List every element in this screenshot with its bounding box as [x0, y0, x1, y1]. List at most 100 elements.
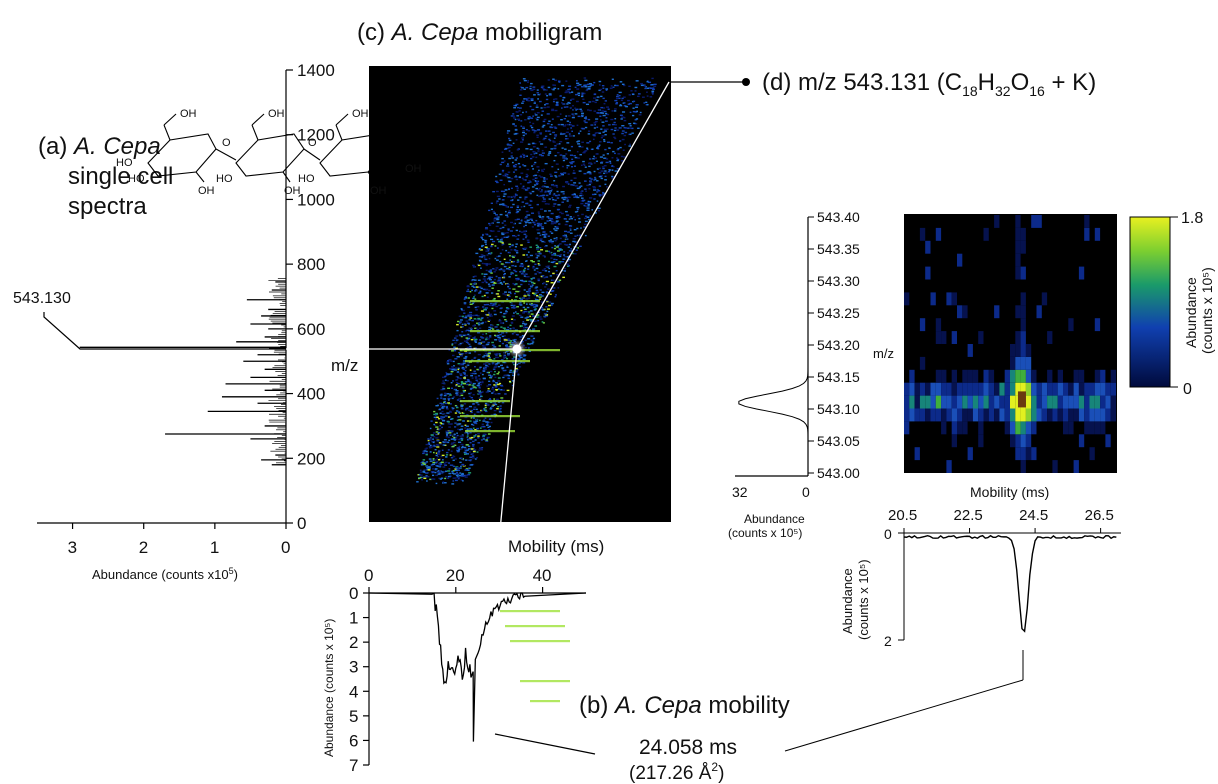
panel-c-heatmap-point — [583, 150, 586, 153]
panel-d-heatmap-cell — [1057, 369, 1063, 383]
panel-c-heatmap-point — [447, 462, 451, 464]
panel-c-heatmap-point — [587, 86, 591, 88]
panel-c-heatmap-point — [547, 190, 550, 193]
panel-c-heatmap-point — [508, 287, 511, 290]
panel-d-heatmap-cell — [1052, 460, 1058, 473]
panel-c-heatmap-point — [480, 319, 483, 321]
panel-c-heatmap-point — [514, 104, 517, 107]
panel-c-heatmap-point — [569, 232, 573, 234]
panel-c-heatmap-point — [553, 252, 557, 255]
panel-c-heatmap-point — [519, 338, 522, 341]
panel-c-heatmap-point — [515, 333, 519, 336]
panel-c-heatmap-point — [468, 323, 470, 325]
panel-c-heatmap-point — [527, 118, 530, 120]
panel-c-heatmap-point — [478, 248, 482, 251]
panel-c-heatmap-point — [482, 356, 485, 358]
panel-c-heatmap-point — [541, 240, 545, 243]
panel-c-heatmap-point — [561, 212, 564, 215]
panel-c-heatmap-point — [511, 358, 515, 360]
panel-c-heatmap-point — [441, 405, 445, 408]
svg-text:HO: HO — [128, 173, 145, 185]
panel-c-heatmap-point — [525, 216, 528, 218]
panel-c-heatmap-point — [617, 153, 621, 155]
panel-c-heatmap-point — [537, 148, 540, 150]
panel-c-heatmap-point — [484, 410, 488, 413]
panel-c-heatmap-point — [465, 452, 468, 454]
panel-c-heatmap-point — [571, 194, 575, 196]
panel-c-heatmap-point — [544, 182, 547, 185]
panel-c-heatmap-point — [522, 153, 525, 156]
panel-c-heatmap-point — [505, 339, 508, 341]
panel-c-heatmap-point — [491, 347, 494, 349]
panel-c-heatmap-point — [580, 115, 583, 118]
panel-c-heatmap-point — [482, 306, 485, 308]
panel-c-heatmap-point — [498, 409, 502, 411]
panel-c-heatmap-point — [542, 138, 546, 141]
panel-c-heatmap-point — [543, 315, 547, 318]
panel-d-heatmap-cell — [994, 382, 1000, 396]
panel-d-heatmap-cell — [930, 382, 936, 396]
panel-c-heatmap-point — [551, 261, 554, 264]
panel-c-heatmap-point — [646, 103, 649, 106]
panel-c-heatmap-point — [569, 154, 574, 156]
panel-c-heatmap-point — [446, 380, 449, 382]
panel-c-heatmap-point — [597, 209, 600, 212]
panel-c-heatmap-point — [563, 235, 566, 238]
panel-c-heatmap-point — [569, 204, 572, 207]
panel-c-heatmap-point — [555, 273, 559, 276]
panel-c-heatmap-point — [552, 273, 555, 275]
panel-c-heatmap-point — [629, 133, 632, 136]
panel-c-heatmap-point — [422, 470, 425, 473]
panel-c-heatmap-point — [541, 152, 545, 154]
panel-c-heatmap-point — [490, 281, 494, 283]
panel-c-heatmap-point — [554, 98, 558, 100]
panel-c-heatmap-point — [424, 476, 428, 478]
panel-c-heatmap-point — [486, 316, 489, 319]
panel-c-heatmap-point — [449, 434, 452, 436]
panel-c-heatmap-point — [544, 222, 547, 224]
panel-c-heatmap-point — [522, 362, 526, 364]
panel-c-heatmap-point — [443, 383, 446, 385]
panel-c-heatmap-point — [468, 409, 471, 412]
panel-c-heatmap-point — [476, 451, 479, 453]
panel-c-heatmap-point — [472, 443, 475, 446]
panel-c-heatmap-point — [535, 180, 538, 183]
panel-c-heatmap-point — [567, 149, 571, 152]
panel-c-heatmap-point — [526, 174, 529, 177]
panel-d-heatmap-cell — [1041, 395, 1048, 409]
panel-c-heatmap-point — [452, 339, 455, 342]
panel-c-heatmap-point — [508, 266, 511, 269]
panel-c-heatmap-point — [534, 320, 537, 322]
panel-c-heatmap-point — [488, 257, 491, 260]
panel-d-mz-tick-label: 543.40 — [817, 209, 860, 225]
panel-c-heatmap-point — [555, 104, 559, 107]
panel-c-heatmap-point — [506, 389, 510, 392]
panel-c-heatmap-point — [459, 319, 463, 321]
panel-c-heatmap-point — [578, 221, 582, 223]
panel-c-heatmap-point — [603, 128, 607, 131]
panel-c-heatmap-point — [474, 377, 478, 379]
panel-c-heatmap-point — [442, 416, 446, 419]
panel-c-heatmap-point — [519, 304, 523, 306]
panel-c-heatmap-point — [514, 338, 517, 341]
panel-c-heatmap-point — [452, 465, 456, 468]
panel-c-heatmap-point — [579, 234, 582, 237]
panel-c-heatmap-point — [450, 360, 453, 362]
panel-c-heatmap-point — [612, 175, 616, 178]
panel-d-heatmap-cell — [1089, 421, 1095, 435]
panel-c-heatmap-point — [494, 245, 497, 247]
panel-c-heatmap-point — [525, 235, 528, 237]
panel-c-heatmap-point — [463, 377, 466, 379]
panel-c-heatmap-point — [430, 434, 434, 436]
panel-c-heatmap-point — [515, 209, 519, 211]
panel-c-heatmap-point — [541, 233, 545, 236]
panel-d-heatmap-cell — [946, 460, 952, 473]
panel-c-heatmap-point — [616, 159, 619, 162]
panel-c-heatmap-point — [427, 438, 430, 440]
panel-c-heatmap-point — [599, 115, 602, 117]
panel-c-heatmap-point — [483, 367, 486, 369]
panel-c-heatmap-point — [504, 204, 508, 207]
panel-c-heatmap-point — [580, 95, 584, 98]
panel-c-heatmap-point — [572, 115, 575, 117]
panel-c-heatmap-point — [482, 425, 486, 428]
